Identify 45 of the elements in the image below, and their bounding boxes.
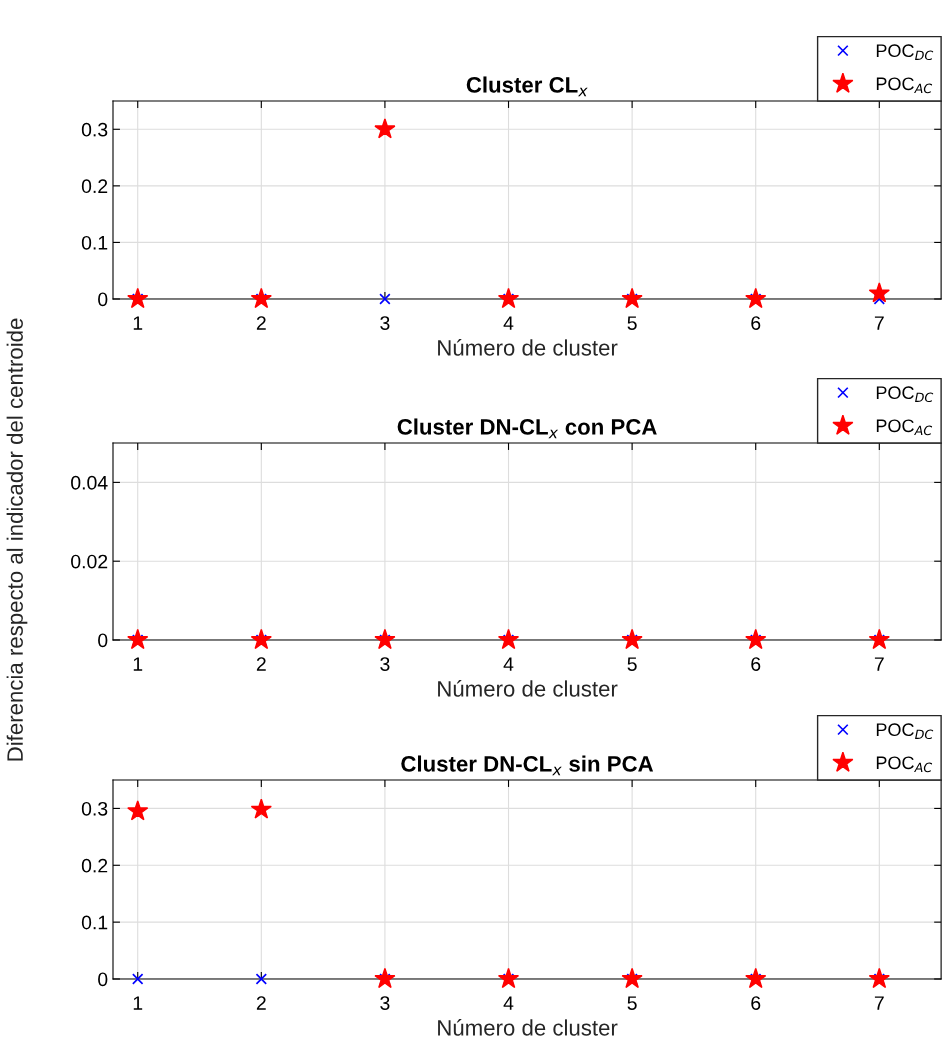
x-tick-label: 6 xyxy=(751,996,761,1010)
x-tick-label: 3 xyxy=(380,996,390,1010)
x-tick-label: 1 xyxy=(133,316,143,330)
legend-label: POC$_{DC}$ xyxy=(876,44,934,61)
chart-title: Cluster DN-CL$_{x}$ sin PCA xyxy=(401,755,654,776)
y-tick-label: 0 xyxy=(98,633,108,648)
y-tick-label: 0 xyxy=(98,972,108,987)
y-tick-label: 0 xyxy=(98,292,108,307)
legend-label: POC$_{DC}$ xyxy=(876,723,934,740)
x-tick-label: 4 xyxy=(503,316,514,330)
x-tick-label: 5 xyxy=(627,996,637,1010)
x-tick-label: 2 xyxy=(256,316,266,330)
x-axis-title: Número de cluster xyxy=(438,1019,618,1036)
x-tick-label: 7 xyxy=(874,657,884,671)
y-tick-label: 0.2 xyxy=(81,858,108,873)
x-tick-label: 4 xyxy=(503,657,514,671)
y-tick-label: 0.04 xyxy=(71,475,108,490)
y-tick-label: 0.1 xyxy=(81,915,108,930)
x-tick-label: 5 xyxy=(627,657,637,671)
y-tick-label: 0.02 xyxy=(71,554,108,569)
x-tick-label: 1 xyxy=(133,657,143,671)
x-tick-label: 5 xyxy=(627,316,637,330)
y-axis-title: Diferencia respecto al indicador del centroide xyxy=(6,318,28,761)
y-tick-label: 0.2 xyxy=(81,179,108,194)
x-axis-title: Número de cluster xyxy=(438,680,618,697)
x-tick-label: 6 xyxy=(751,316,761,330)
x-tick-label: 7 xyxy=(874,316,884,330)
x-axis-title: Número de cluster xyxy=(438,339,618,356)
x-tick-label: 2 xyxy=(256,657,266,671)
x-tick-label: 3 xyxy=(380,316,390,330)
legend-label: POC$_{AC}$ xyxy=(876,419,933,436)
x-tick-label: 3 xyxy=(380,657,390,671)
y-tick-label: 0.3 xyxy=(81,801,108,816)
legend-label: POC$_{AC}$ xyxy=(876,77,933,94)
chart-title: Cluster CL$_{x}$ xyxy=(466,76,588,97)
x-tick-label: 6 xyxy=(751,657,761,671)
y-tick-label: 0.3 xyxy=(81,122,108,137)
x-tick-label: 4 xyxy=(503,996,514,1010)
x-tick-label: 1 xyxy=(133,996,143,1010)
x-tick-label: 2 xyxy=(256,996,266,1010)
chart-title: Cluster DN-CL$_{x}$ con PCA xyxy=(397,418,657,439)
legend-label: POC$_{AC}$ xyxy=(876,756,933,773)
x-tick-label: 7 xyxy=(874,996,884,1010)
legend-label: POC$_{DC}$ xyxy=(876,386,934,403)
y-tick-label: 0.1 xyxy=(81,235,108,250)
